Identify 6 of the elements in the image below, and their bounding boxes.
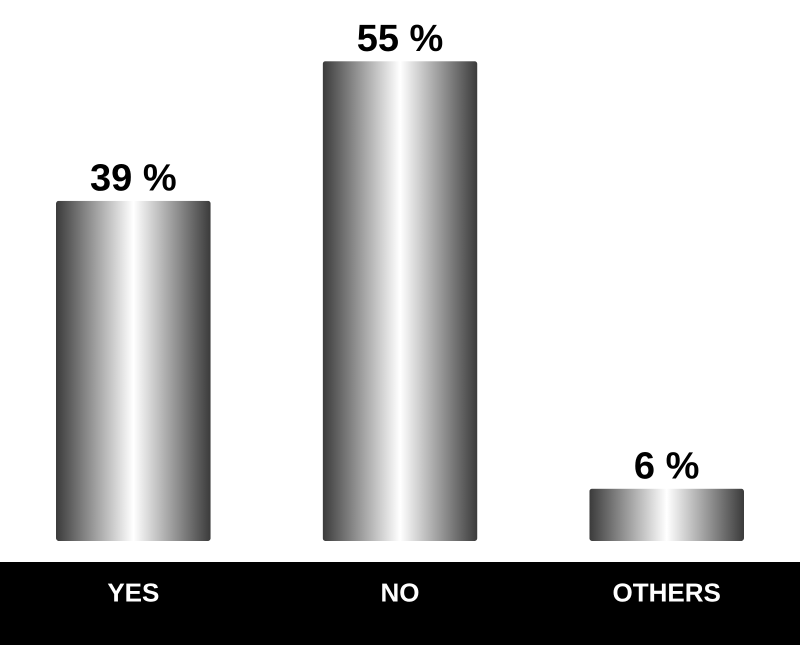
- x-tick-label: OTHERS: [612, 578, 721, 608]
- data-label: 6 %: [634, 446, 700, 488]
- x-tick-label: NO: [380, 578, 420, 608]
- x-tick-label: YES: [107, 578, 160, 608]
- data-label: 39 %: [90, 158, 177, 200]
- data-label: 55 %: [356, 18, 444, 60]
